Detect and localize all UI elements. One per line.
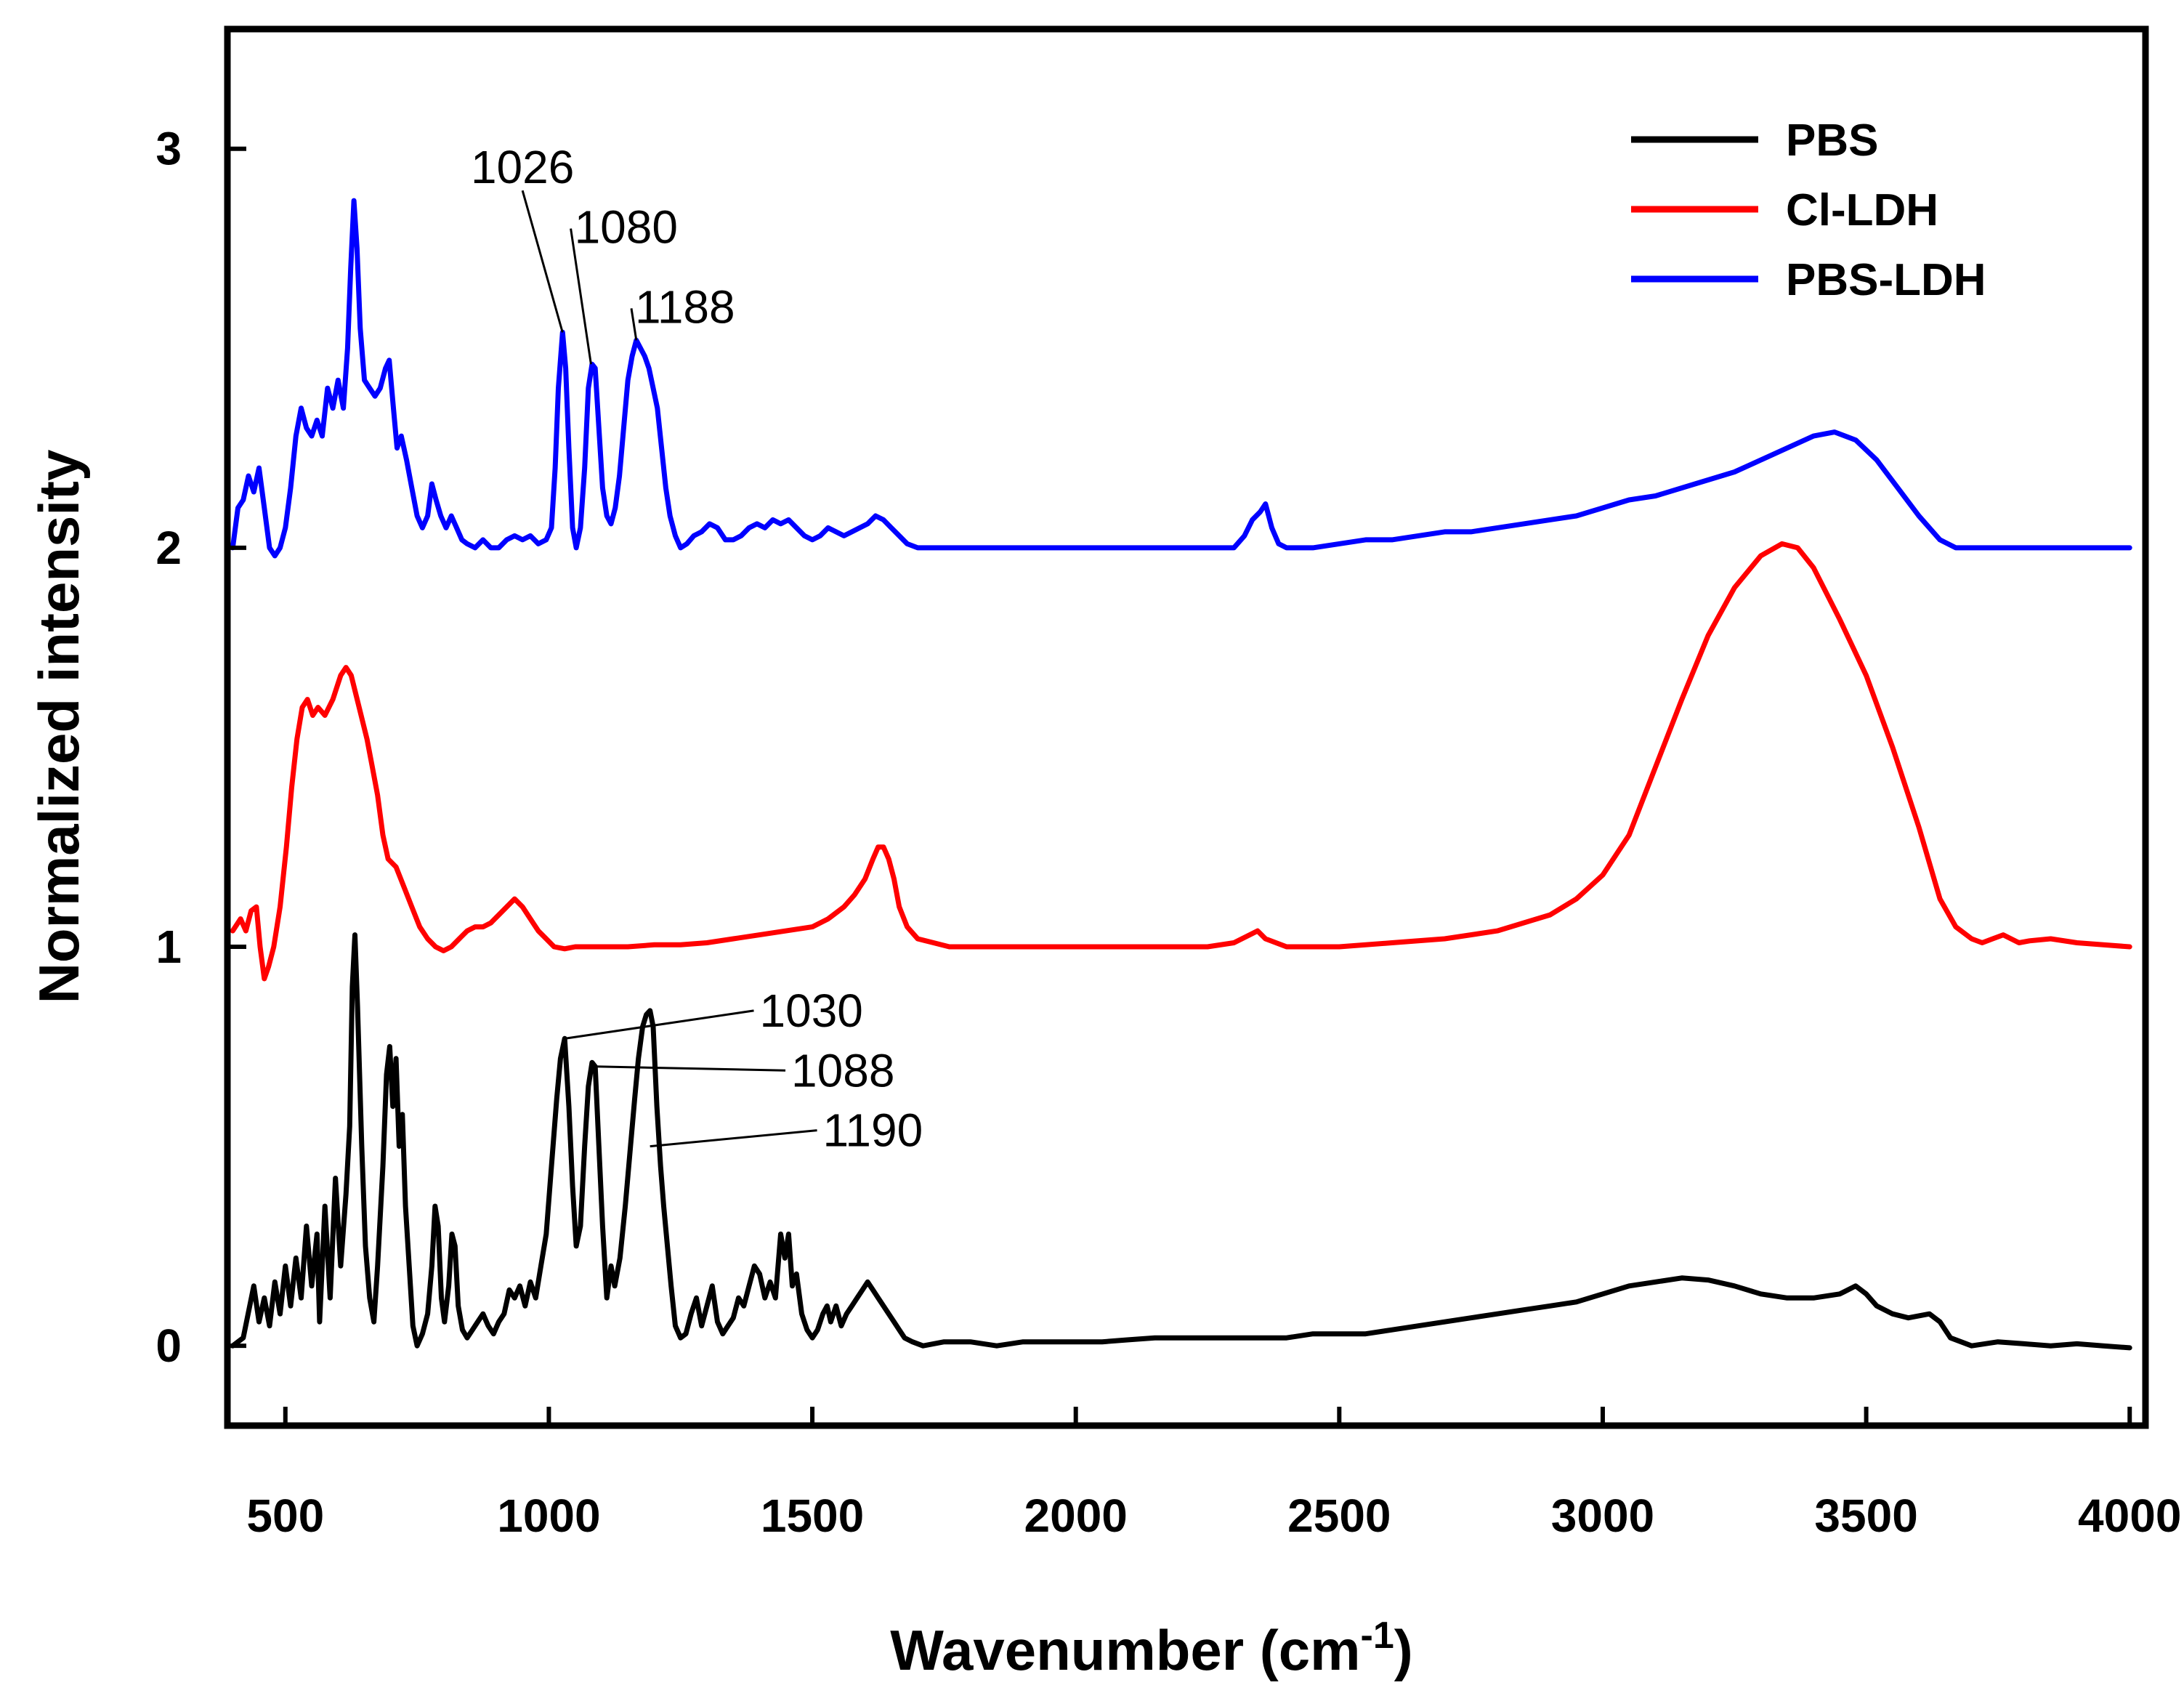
- annotation-leader-1026: [521, 190, 564, 333]
- legend: PBS Cl-LDH PBS-LDH: [1631, 116, 1986, 305]
- annotation-label-1080: 1080: [575, 201, 678, 254]
- annotation-label-1030: 1030: [760, 985, 863, 1037]
- series-line-cl-ldh: [230, 541, 2132, 982]
- series-line-pbs-ldh: [230, 198, 2132, 559]
- x-tick-label: 500: [246, 1490, 324, 1542]
- annotation-leader-1088: [595, 1065, 786, 1072]
- annotation-leader-1080: [570, 228, 592, 365]
- y-tick-label: 1: [155, 921, 182, 973]
- legend-label-cl-ldh: Cl-LDH: [1786, 185, 1938, 235]
- legend-label-pbs: PBS: [1786, 116, 1878, 166]
- annotation-label-1088: 1088: [791, 1044, 894, 1096]
- annotation-label-1190: 1190: [823, 1104, 923, 1157]
- x-axis-title-main: Wavenumber (cm: [890, 1618, 1360, 1682]
- x-axis-title: Wavenumber (cm-1): [890, 1615, 1413, 1682]
- series-line-pbs: [230, 932, 2132, 1351]
- x-axis: 500 1000 1500 2000 2500 3000 3500 4000: [246, 1407, 2181, 1542]
- y-tick-label: 0: [155, 1320, 182, 1372]
- y-tick-label: 3: [155, 123, 182, 175]
- x-tick-label: 2500: [1287, 1490, 1391, 1542]
- x-axis-title-sup: -1: [1361, 1615, 1394, 1657]
- x-tick-label: 1500: [761, 1490, 864, 1542]
- annotation-label-1026: 1026: [471, 141, 574, 193]
- annotation-leader-1190: [650, 1129, 817, 1148]
- annotation-label-1188: 1188: [635, 280, 735, 333]
- legend-label-pbs-ldh: PBS-LDH: [1786, 255, 1986, 305]
- x-axis-title-close: ): [1394, 1618, 1413, 1682]
- x-tick-label: 2000: [1024, 1490, 1128, 1542]
- annotation-leader-1030: [564, 1009, 754, 1040]
- series-layer: [230, 198, 2132, 1351]
- y-axis: 0 1 2 3: [155, 123, 246, 1372]
- x-tick-label: 1000: [497, 1490, 600, 1542]
- annotation-leader-1188: [630, 308, 638, 341]
- x-tick-label: 4000: [2078, 1490, 2181, 1542]
- y-tick-label: 2: [155, 522, 182, 574]
- x-tick-label: 3000: [1551, 1490, 1654, 1542]
- x-tick-label: 3500: [1814, 1490, 1917, 1542]
- plot-frame: [224, 25, 2149, 1429]
- y-axis-title: Normalized intensity: [27, 450, 91, 1004]
